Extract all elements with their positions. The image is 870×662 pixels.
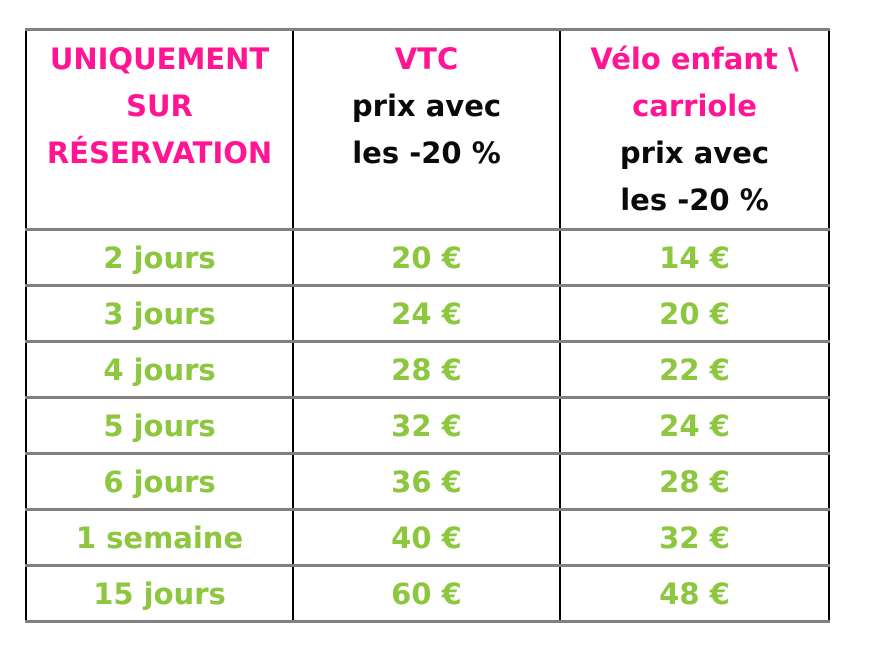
table-row: 15 jours 60 € 48 € xyxy=(25,564,830,623)
enfant-title-2: carriole xyxy=(632,89,757,123)
vtc-subtitle-2: les -20 % xyxy=(352,136,501,170)
vtc-price-cell: 36 € xyxy=(292,452,561,511)
enfant-title-1: Vélo enfant \ xyxy=(590,42,799,76)
enfant-price-cell: 48 € xyxy=(559,564,830,623)
vtc-price-cell: 28 € xyxy=(292,340,561,399)
table-row: 6 jours 36 € 28 € xyxy=(25,452,830,511)
header-cell-reservation: UNIQUEMENT SUR RÉSERVATION xyxy=(25,28,294,231)
reservation-line-1: UNIQUEMENT xyxy=(49,42,270,76)
table-row: 3 jours 24 € 20 € xyxy=(25,284,830,343)
duration-cell: 6 jours xyxy=(25,452,294,511)
enfant-subtitle-2: les -20 % xyxy=(620,183,769,217)
enfant-price-cell: 22 € xyxy=(559,340,830,399)
header-cell-vtc: VTC prix avec les -20 % xyxy=(292,28,561,231)
table-row: 5 jours 32 € 24 € xyxy=(25,396,830,455)
vtc-price-cell: 24 € xyxy=(292,284,561,343)
vtc-price-cell: 40 € xyxy=(292,508,561,567)
enfant-price-cell: 14 € xyxy=(559,228,830,287)
reservation-line-3: RÉSERVATION xyxy=(46,136,273,170)
table-row: 1 semaine 40 € 32 € xyxy=(25,508,830,567)
header-cell-velo-enfant: Vélo enfant \ carriole prix avec les -20… xyxy=(559,28,830,231)
duration-cell: 4 jours xyxy=(25,340,294,399)
table-row: 2 jours 20 € 14 € xyxy=(25,228,830,287)
vtc-price-cell: 60 € xyxy=(292,564,561,623)
vtc-price-cell: 20 € xyxy=(292,228,561,287)
duration-cell: 2 jours xyxy=(25,228,294,287)
enfant-price-cell: 28 € xyxy=(559,452,830,511)
reservation-line-2: SUR xyxy=(126,89,193,123)
vtc-subtitle-1: prix avec xyxy=(351,89,502,123)
table-header-row: UNIQUEMENT SUR RÉSERVATION VTC prix avec… xyxy=(25,28,830,231)
vtc-title: VTC xyxy=(394,42,459,76)
enfant-price-cell: 20 € xyxy=(559,284,830,343)
enfant-price-cell: 32 € xyxy=(559,508,830,567)
duration-cell: 3 jours xyxy=(25,284,294,343)
duration-cell: 15 jours xyxy=(25,564,294,623)
duration-cell: 1 semaine xyxy=(25,508,294,567)
vtc-price-cell: 32 € xyxy=(292,396,561,455)
rental-price-table: UNIQUEMENT SUR RÉSERVATION VTC prix avec… xyxy=(25,28,830,623)
enfant-price-cell: 24 € xyxy=(559,396,830,455)
duration-cell: 5 jours xyxy=(25,396,294,455)
enfant-subtitle-1: prix avec xyxy=(619,136,770,170)
table-row: 4 jours 28 € 22 € xyxy=(25,340,830,399)
